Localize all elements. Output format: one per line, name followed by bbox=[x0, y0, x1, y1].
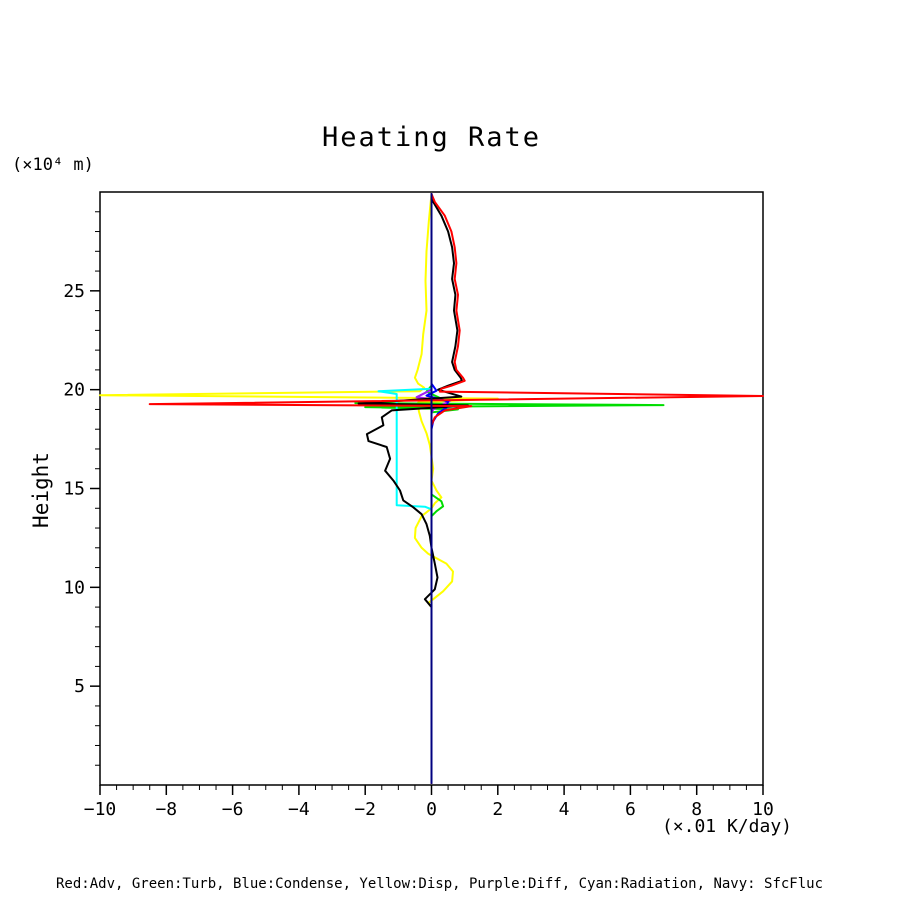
series-line-diff bbox=[415, 193, 451, 784]
x-axis-unit-label: (×.01 K/day) bbox=[661, 816, 792, 837]
y-tick-label: 25 bbox=[63, 281, 85, 302]
y-tick-label: 5 bbox=[74, 676, 85, 697]
x-tick-label: 2 bbox=[492, 799, 503, 820]
chart-title: Heating Rate bbox=[321, 122, 542, 153]
x-tick-label: 10 bbox=[752, 799, 774, 820]
x-tick-label: −10 bbox=[84, 799, 117, 820]
axis-tick-labels: −10 −8 −6 −4 −2 0 2 4 6 8 10 5 10 15 20 25 bbox=[63, 281, 774, 820]
series-line-condense bbox=[425, 193, 450, 784]
x-tick-label: −6 bbox=[222, 799, 244, 820]
data-series bbox=[99, 193, 764, 784]
x-tick-label: 6 bbox=[625, 799, 636, 820]
x-tick-label: 0 bbox=[426, 799, 437, 820]
series-line-total bbox=[357, 193, 469, 784]
x-tick-label: −8 bbox=[155, 799, 177, 820]
x-tick-label: −4 bbox=[288, 799, 310, 820]
series-line-disp bbox=[99, 193, 499, 784]
x-tick-label: −2 bbox=[354, 799, 376, 820]
y-tick-label: 15 bbox=[63, 479, 85, 500]
series-line-radiation bbox=[377, 193, 433, 784]
y-axis-unit-label: (×10⁴ m) bbox=[12, 155, 94, 175]
axis-ticks bbox=[90, 211, 764, 795]
y-tick-label: 20 bbox=[63, 380, 85, 401]
series-line-adv bbox=[148, 193, 764, 784]
series-line-turb bbox=[354, 193, 665, 784]
x-tick-label: 4 bbox=[559, 799, 570, 820]
x-tick-label: 8 bbox=[691, 799, 702, 820]
series-legend-text: Red:Adv, Green:Turb, Blue:Condense, Yell… bbox=[56, 876, 824, 892]
y-tick-label: 10 bbox=[63, 577, 85, 598]
